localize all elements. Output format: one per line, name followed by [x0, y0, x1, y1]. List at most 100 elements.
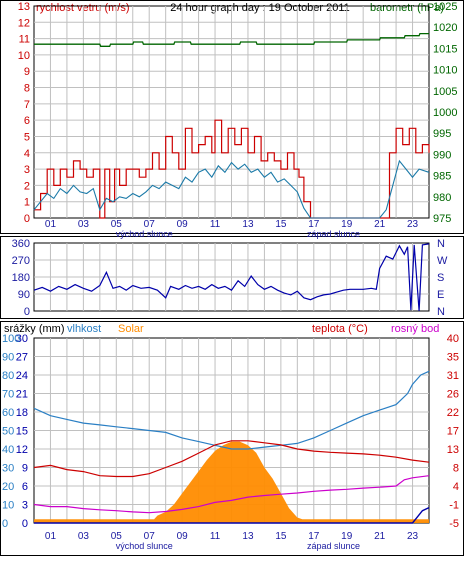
- temperature-y-tick-label: 8: [453, 463, 459, 475]
- barometer-y-tick-label: 980: [433, 192, 451, 204]
- direction-y-tick-label: 360: [12, 238, 30, 250]
- solar-legend: Solar: [118, 323, 144, 335]
- wind-sunrise-label: východ slunce: [116, 229, 173, 239]
- wind-average-series-line: [33, 159, 430, 219]
- wind-sunset-label: západ slunce: [307, 229, 360, 239]
- temperature-y-tick-label: 13: [447, 444, 459, 456]
- rain-y-tick-label: 21: [16, 389, 28, 401]
- barometer-series-line: [34, 32, 429, 47]
- climate-x-tick-label: 23: [407, 531, 419, 542]
- humidity-y-tick-label: 50: [2, 426, 14, 438]
- wind-y-tick-label: 1: [24, 197, 30, 209]
- climate-x-tick-label: 01: [45, 531, 57, 542]
- wind-y-tick-label: 5: [24, 131, 30, 143]
- gust-series-line: [34, 119, 430, 219]
- wind-x-tick-label: 07: [144, 219, 156, 230]
- temperature-y-tick-label: -1: [449, 500, 459, 512]
- grid-layer: [33, 5, 430, 524]
- humidity-y-tick-label: 40: [2, 444, 14, 456]
- barometer-y-tick-label: 1010: [433, 65, 457, 77]
- rain-y-tick-label: 27: [16, 352, 28, 364]
- wind-axis-label: rychlost vetru (m/s): [36, 2, 130, 14]
- humidity-y-tick-label: 100: [2, 333, 20, 345]
- climate-x-tick-label: 03: [78, 531, 90, 542]
- series-layer: [33, 32, 430, 524]
- compass-label: N: [437, 306, 445, 318]
- barometer-y-tick-label: 1015: [433, 43, 457, 55]
- wind-x-tick-label: 03: [78, 219, 90, 230]
- climate-x-tick-label: 15: [275, 531, 287, 542]
- climate-x-tick-label: 17: [308, 531, 320, 542]
- direction-y-tick-label: 270: [12, 255, 30, 267]
- temperature-series-line: [33, 440, 430, 478]
- rain-y-tick-label: 6: [22, 481, 28, 493]
- temperature-axis-label: teplota (°C): [312, 323, 368, 335]
- climate-x-tick-label: 11: [210, 531, 221, 542]
- chart-title: 24 hour graph day : 19 October 2011: [170, 2, 350, 14]
- wind-x-tick-label: 13: [242, 219, 254, 230]
- rain-y-tick-label: 15: [16, 426, 28, 438]
- direction-y-tick-label: 0: [24, 306, 30, 318]
- dewpoint-series-line: [33, 475, 430, 514]
- temperature-y-tick-label: 35: [447, 352, 459, 364]
- barometer-y-tick-label: 1020: [433, 22, 457, 34]
- climate-x-tick-label: 07: [144, 531, 156, 542]
- climate-x-tick-label: 19: [341, 531, 353, 542]
- climate-sunrise-label: východ slunce: [116, 541, 173, 551]
- wind-x-tick-label: 11: [210, 219, 221, 230]
- barometer-axis-label: barometr (hPa): [370, 2, 444, 14]
- wind-y-tick-label: 0: [24, 213, 30, 225]
- humidity-series-line: [33, 370, 430, 450]
- climate-x-tick-label: 05: [111, 531, 123, 542]
- axis-labels-layer: 0123456789101112139759809859909951000100…: [2, 1, 459, 551]
- humidity-y-tick-label: 60: [2, 407, 14, 419]
- temperature-y-tick-label: 22: [447, 407, 459, 419]
- temperature-y-tick-label: 31: [447, 370, 459, 382]
- climate-x-tick-label: 09: [177, 531, 189, 542]
- temperature-y-tick-label: 4: [453, 481, 459, 493]
- wind-y-tick-label: 4: [24, 148, 30, 160]
- wind-x-tick-label: 09: [177, 219, 189, 230]
- wind-y-tick-label: 7: [24, 99, 30, 111]
- wind-y-tick-label: 3: [24, 164, 30, 176]
- wind-x-tick-label: 19: [341, 219, 353, 230]
- wind-y-tick-label: 13: [18, 1, 30, 13]
- temperature-y-tick-label: -5: [449, 518, 459, 530]
- direction-y-tick-label: 180: [12, 272, 30, 284]
- humidity-y-tick-label: 30: [2, 463, 14, 475]
- rain-y-tick-label: 30: [16, 333, 28, 345]
- barometer-y-tick-label: 995: [433, 128, 451, 140]
- rain-y-tick-label: 3: [22, 500, 28, 512]
- wind-y-tick-label: 11: [19, 34, 30, 46]
- barometer-y-tick-label: 1000: [433, 107, 457, 119]
- climate-x-tick-label: 13: [242, 531, 254, 542]
- wind-y-tick-label: 2: [24, 180, 30, 192]
- wind-y-tick-label: 6: [24, 115, 30, 127]
- barometer-y-tick-label: 1025: [433, 1, 457, 13]
- wind-x-tick-label: 15: [275, 219, 287, 230]
- humidity-y-tick-label: 80: [2, 370, 14, 382]
- rain-y-tick-label: 12: [16, 444, 28, 456]
- rain-series-line: [34, 506, 430, 524]
- temperature-y-tick-label: 26: [447, 389, 459, 401]
- barometer-y-tick-label: 1005: [433, 86, 457, 98]
- compass-label: N: [437, 238, 445, 250]
- rain-y-tick-label: 9: [22, 463, 28, 475]
- direction-series-line: [33, 243, 430, 312]
- wind-x-tick-label: 01: [45, 219, 57, 230]
- humidity-legend: vlhkost: [67, 323, 101, 335]
- dewpoint-legend: rosný bod: [391, 323, 439, 335]
- humidity-y-tick-label: 70: [2, 389, 14, 401]
- temperature-y-tick-label: 17: [447, 426, 459, 438]
- rain-axis-label: srážky (mm): [4, 323, 65, 335]
- wind-y-tick-label: 9: [24, 66, 30, 78]
- wind-y-tick-label: 10: [18, 50, 30, 62]
- compass-label: S: [437, 272, 444, 284]
- climate-x-tick-label: 21: [374, 531, 386, 542]
- humidity-y-tick-label: 90: [2, 352, 14, 364]
- barometer-y-tick-label: 990: [433, 149, 451, 161]
- rain-y-tick-label: 24: [16, 370, 28, 382]
- barometer-y-tick-label: 985: [433, 171, 451, 183]
- humidity-y-tick-label: 20: [2, 481, 14, 493]
